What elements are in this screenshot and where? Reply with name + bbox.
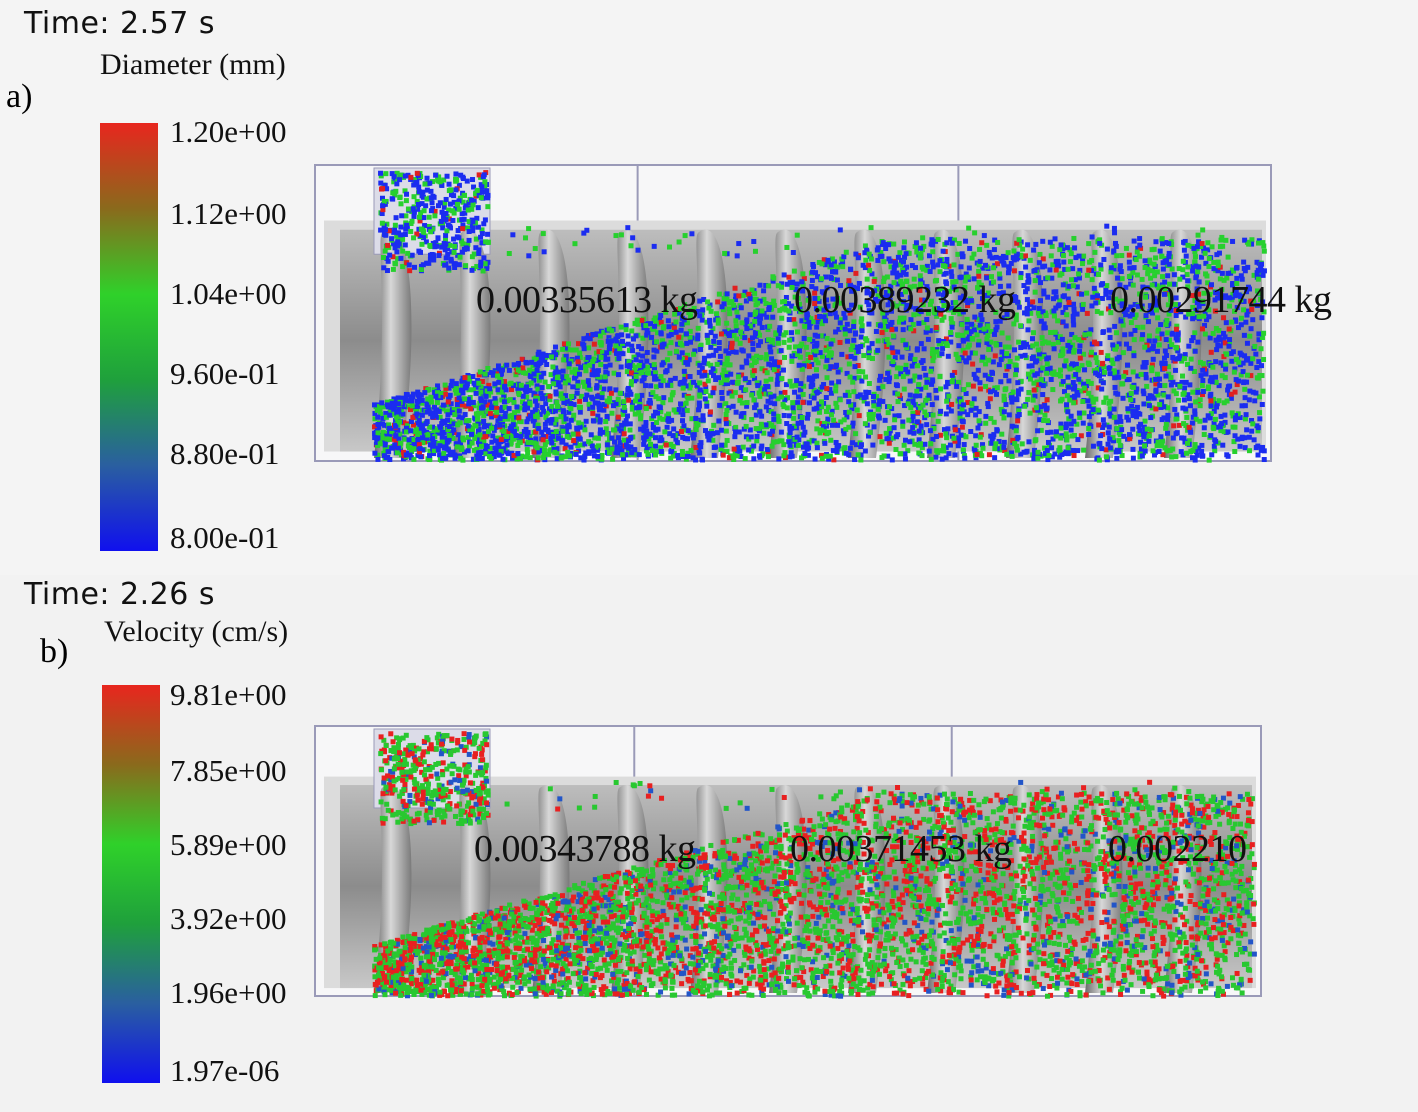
time-readout: Time: 2.57 s [24, 6, 216, 41]
colorbar-tick: 8.00e-01 [170, 520, 280, 555]
mass-readout: 0.00389232 kg [794, 279, 1016, 321]
colorbar-title: Diameter (mm) [100, 48, 286, 81]
colorbar-tick: 5.89e+00 [170, 827, 287, 862]
colorbar-tick: 1.96e+00 [170, 975, 287, 1010]
colorbar-tick: 1.97e-06 [170, 1053, 280, 1088]
colorbar-tick: 1.20e+00 [170, 114, 287, 149]
time-readout: Time: 2.26 s [24, 577, 216, 612]
colorbar [100, 123, 158, 551]
colorbar-tick: 8.80e-01 [170, 436, 280, 471]
panel-label: b) [40, 633, 69, 670]
colorbar-tick: 1.12e+00 [170, 196, 287, 231]
colorbar-tick: 7.85e+00 [170, 753, 287, 788]
colorbar-title: Velocity (cm/s) [104, 615, 289, 648]
mass-readout: 0.002210 [1108, 828, 1247, 870]
colorbar-tick: 9.81e+00 [170, 677, 287, 712]
panel-b: Time: 2.26 s Velocity (cm/s) b) 9.81e+00… [0, 575, 1418, 1112]
mass-readout: 0.00291744 kg [1110, 279, 1332, 321]
colorbar-tick: 1.04e+00 [170, 276, 287, 311]
mass-readout: 0.00371453 kg [790, 828, 1012, 870]
mass-readout: 0.00343788 kg [474, 828, 696, 870]
colorbar [102, 685, 160, 1083]
screw-simulation-view [314, 164, 1272, 463]
colorbar-tick: 9.60e-01 [170, 356, 280, 391]
mass-readout: 0.00335613 kg [476, 279, 698, 321]
colorbar-tick: 3.92e+00 [170, 901, 287, 936]
screw-simulation-view [314, 725, 1262, 999]
panel-label: a) [6, 78, 33, 115]
panel-a: Time: 2.57 s Diameter (mm) a) 1.20e+00 1… [6, 6, 1332, 555]
